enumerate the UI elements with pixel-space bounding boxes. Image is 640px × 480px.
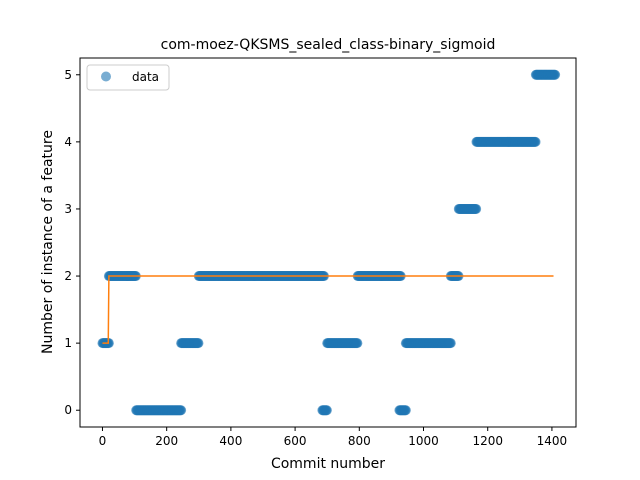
y-axis-label: Number of instance of a feature <box>40 130 56 354</box>
fit-line <box>102 275 554 344</box>
legend-label-data: data <box>132 70 159 84</box>
data-point <box>400 405 411 416</box>
x-tick-label: 200 <box>155 434 178 448</box>
x-tick-label: 1400 <box>537 434 568 448</box>
data-point <box>176 405 187 416</box>
y-axis: 0 1 2 3 4 5 <box>64 68 80 417</box>
x-axis-label: Commit number <box>271 456 385 472</box>
plot-frame <box>79 57 577 428</box>
data-segment <box>317 405 332 416</box>
x-tick-label: 1000 <box>408 434 439 448</box>
data-point <box>550 69 561 80</box>
data-segment <box>471 136 541 147</box>
y-tick-label: 1 <box>64 336 72 350</box>
data-segment <box>400 338 456 349</box>
data-segment <box>453 203 482 214</box>
y-tick-label: 3 <box>64 202 72 216</box>
y-tick-label: 2 <box>64 269 72 283</box>
legend-box <box>86 64 170 91</box>
y-tick-label: 4 <box>64 135 72 149</box>
x-tick-label: 0 <box>99 434 107 448</box>
data-point <box>193 338 204 349</box>
data-segment <box>131 405 187 416</box>
legend-marker-data <box>101 71 111 82</box>
data-segment <box>322 338 363 349</box>
x-tick-label: 600 <box>284 434 307 448</box>
y-tick-label: 0 <box>64 403 72 417</box>
x-axis: 0 200 400 600 800 1000 1200 1400 <box>99 427 568 448</box>
data-point <box>471 203 482 214</box>
legend: data <box>86 64 170 91</box>
x-tick-label: 400 <box>219 434 242 448</box>
chart-title: com-moez-QKSMS_sealed_class-binary_sigmo… <box>161 37 496 53</box>
y-tick-label: 5 <box>64 68 72 82</box>
data-point <box>530 136 541 147</box>
data-point <box>445 338 456 349</box>
data-segment <box>176 338 204 349</box>
plot-area <box>97 69 561 416</box>
data-segment <box>530 69 561 80</box>
data-segment <box>394 405 411 416</box>
x-tick-label: 1200 <box>472 434 503 448</box>
data-point <box>352 338 363 349</box>
data-point <box>321 405 332 416</box>
x-tick-label: 800 <box>348 434 371 448</box>
